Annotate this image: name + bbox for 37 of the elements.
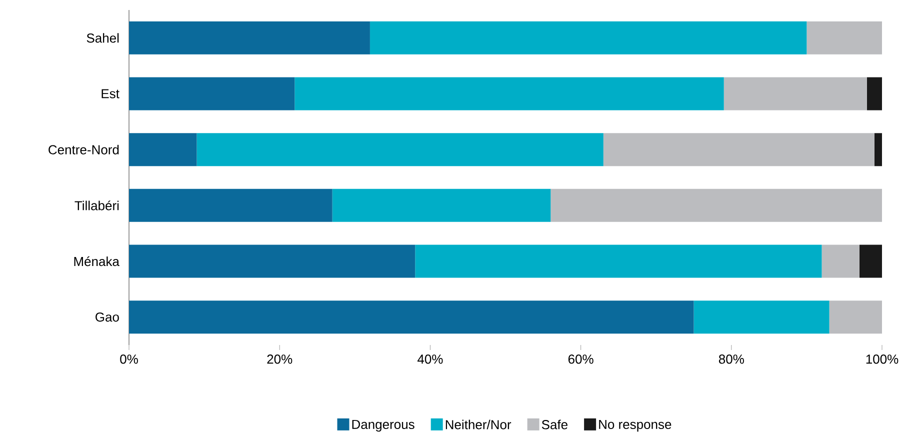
y-tick-label: Est [102,89,120,98]
bar [370,21,807,54]
bar [129,133,197,166]
bar [859,244,882,278]
bar [822,244,860,278]
y-tick-label: Centre-Nord [48,144,119,154]
bar [129,21,370,54]
y-tick-label: Tillabéri [74,200,119,210]
legend-label: Neither/Nor [446,420,512,430]
bar [415,244,822,278]
y-tick-label: Ménaka [74,256,120,266]
bar [550,188,882,222]
legend-label: Dangerous [352,420,414,432]
bar [724,77,867,110]
x-tick-label: 80% [718,354,744,364]
bar [196,133,604,166]
x-tick-label: 60% [568,354,594,364]
bar [866,77,882,110]
x-tick-label: 0% [120,354,138,364]
legend-label: No response [599,420,672,432]
bar [874,133,882,166]
bar [332,188,551,222]
bar [806,21,882,54]
bar [129,77,295,110]
bar [129,244,416,278]
bar [129,188,332,222]
x-tick-label: 20% [267,354,292,364]
x-tick-label: 100% [866,354,898,364]
bar [603,133,874,166]
x-tick-label: 40% [417,354,443,364]
bar [694,300,830,334]
legend-label: Safe [542,420,568,430]
bar [829,300,882,334]
y-tick-label: Gao [96,312,119,322]
bar [294,77,724,110]
bar [129,300,694,334]
y-tick-label: Sahel [86,33,119,43]
